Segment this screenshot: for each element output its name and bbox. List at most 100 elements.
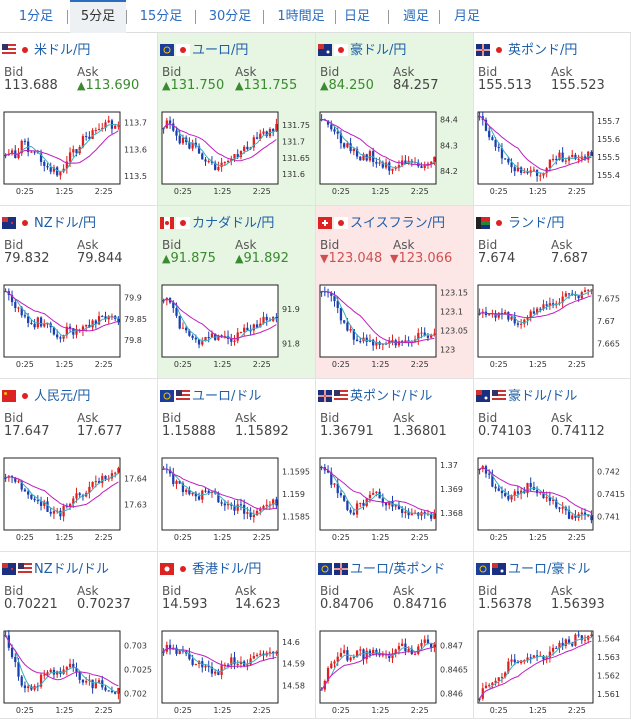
rate-panel[interactable]: ユーロ/豪ドル Bid Ask 1.56378 1.56393 1.564 1.563 1.5… [474, 552, 631, 719]
rate-panel[interactable]: 豪ドル/ドル Bid Ask 0.74103 0.74112 0.742 0.7415 0.7… [474, 379, 631, 552]
candle-body [91, 320, 94, 328]
pair-name[interactable]: 豪ドル/ドル [508, 389, 578, 404]
rate-panel[interactable]: 米ドル/円 Bid Ask 113.688 ▲113.690 113.7 113.6 113.… [0, 33, 158, 206]
pair-title[interactable]: 英ポンド/ドル [318, 385, 432, 404]
pair-title[interactable]: NZドル/円 [2, 212, 96, 231]
candle-body [162, 128, 165, 130]
bid-value: 155.513 [478, 78, 532, 93]
candle-body [117, 688, 120, 694]
chart-plot-area [3, 284, 121, 358]
rate-panel[interactable]: 人民元/円 Bid Ask 17.647 17.677 17.64 17.63 0:25 1:2… [0, 379, 158, 552]
pair-title[interactable]: 米ドル/円 [2, 39, 90, 58]
bid-label: Bid [320, 65, 340, 79]
candle-chart[interactable]: 0.703 0.7025 0.702 0:25 1:25 2:25 [0, 628, 158, 722]
tab-1[interactable]: 5分足 [70, 0, 126, 33]
candle-chart[interactable]: 84.4 84.3 84.2 0:25 1:25 2:25 [316, 109, 474, 203]
candle-body [252, 137, 255, 148]
candle-body [262, 316, 265, 324]
rate-panel[interactable]: ユーロ/ドル Bid Ask 1.15888 1.15892 1.1595 1.159 1.1… [158, 379, 316, 552]
pair-name[interactable]: カナダドル/円 [192, 216, 275, 231]
rate-panel[interactable]: ユーロ/英ポンド Bid Ask 0.84706 0.84716 0.847 0.8465 0… [316, 552, 474, 719]
pair-name[interactable]: 人民元/円 [34, 389, 91, 404]
pair-title[interactable]: ユーロ/円 [160, 39, 248, 58]
pair-title[interactable]: ユーロ/豪ドル [476, 558, 590, 577]
pair-title[interactable]: カナダドル/円 [160, 212, 274, 231]
pair-title[interactable]: スイスフラン/円 [318, 212, 445, 231]
candle-chart[interactable]: 123.15 123.1 123.05 123 0:25 1:25 2:25 [316, 282, 474, 376]
pair-title[interactable]: 英ポンド/円 [476, 39, 577, 58]
candle-chart[interactable]: 91.9 91.8 0:25 1:25 2:25 [158, 282, 316, 376]
tab-6[interactable]: 週足 [402, 9, 429, 24]
pair-title[interactable]: ユーロ/ドル [160, 385, 261, 404]
pair-name[interactable]: 米ドル/円 [34, 43, 91, 58]
candle-chart[interactable]: 17.64 17.63 0:25 1:25 2:25 [0, 455, 158, 549]
candle-chart[interactable]: 1.37 1.369 1.368 0:25 1:25 2:25 [316, 455, 474, 549]
pair-title[interactable]: ユーロ/英ポンド [318, 558, 445, 577]
candle-chart[interactable]: 113.7 113.6 113.5 0:25 1:25 2:25 [0, 109, 158, 203]
candle-chart[interactable]: 0.847 0.8465 0.846 0:25 1:25 2:25 [316, 628, 474, 722]
pair-name[interactable]: スイスフラン/円 [350, 216, 445, 231]
pair-title[interactable]: 豪ドル/ドル [476, 385, 577, 404]
tab-7[interactable]: 月足 [453, 9, 480, 24]
candle-body [478, 313, 481, 315]
pair-name[interactable]: 英ポンド/円 [508, 43, 578, 58]
candle-chart[interactable]: 1.1595 1.159 1.1585 0:25 1:25 2:25 [158, 455, 316, 549]
candle-body [27, 491, 30, 495]
tab-3[interactable]: 30分足 [208, 9, 252, 24]
candle-body [339, 493, 343, 496]
rate-panel[interactable]: ユーロ/円 Bid Ask ▲131.750 ▲131.755 131.75 131.7 13… [158, 33, 316, 206]
rate-panel[interactable]: NZドル/円 Bid Ask 79.832 79.844 79.9 79.85 79.8 0:2… [0, 206, 158, 379]
candle-body [223, 335, 226, 338]
rate-panel[interactable]: 豪ドル/円 Bid Ask ▲84.250 84.257 84.4 84.3 84.2 0:25… [316, 33, 474, 206]
candle-chart[interactable]: 1.564 1.563 1.562 1.561 0:25 1:25 2:25 [474, 628, 631, 722]
candle-body [246, 664, 249, 666]
candle-body [359, 649, 362, 651]
tab-2[interactable]: 15分足 [139, 9, 183, 24]
pair-name[interactable]: 香港ドル/円 [192, 562, 262, 577]
rate-panel[interactable]: 英ポンド/ドル Bid Ask 1.36791 1.36801 1.37 1.369 1.36… [316, 379, 474, 552]
rate-panel[interactable]: ランド/円 Bid Ask 7.674 7.687 7.675 7.67 7.665 0:25 1… [474, 206, 631, 379]
tab-0[interactable]: 1分足 [18, 9, 54, 24]
pair-title[interactable]: 香港ドル/円 [160, 558, 261, 577]
pair-name[interactable]: 豪ドル/円 [350, 43, 407, 58]
down-arrow-icon: ▼ [390, 252, 399, 265]
ask-value: 1.56393 [551, 597, 605, 612]
ch-flag-icon [318, 217, 332, 229]
pair-name[interactable]: NZドル/円 [34, 216, 97, 231]
ask-value: 7.687 [551, 251, 588, 266]
bid-value: 1.15888 [162, 424, 216, 439]
pair-name[interactable]: NZドル/ドル [34, 562, 110, 577]
candle-chart[interactable]: 0.742 0.7415 0.741 0:25 1:25 2:25 [474, 455, 631, 549]
rate-panel[interactable]: NZドル/ドル Bid Ask 0.70221 0.70237 0.703 0.7025 0.… [0, 552, 158, 719]
pair-name[interactable]: ユーロ/円 [192, 43, 249, 58]
pair-title[interactable]: 人民元/円 [2, 385, 90, 404]
candle-chart[interactable]: 155.7 155.6 155.5 155.4 0:25 1:25 2:25 [474, 109, 631, 203]
candle-chart[interactable]: 131.75 131.7 131.65 131.6 0:25 1:25 2:25 [158, 109, 316, 203]
pair-name[interactable]: ユーロ/豪ドル [508, 562, 591, 577]
candle-chart[interactable]: 79.9 79.85 79.8 0:25 1:25 2:25 [0, 282, 158, 376]
candle-body [172, 473, 175, 484]
bid-value-text: 1.56378 [478, 597, 532, 612]
pair-title[interactable]: ランド/円 [476, 212, 564, 231]
pair-name[interactable]: ランド/円 [508, 216, 565, 231]
tab-5[interactable]: 日足 [343, 9, 370, 24]
bid-label: Bid [4, 238, 24, 252]
candle-chart[interactable]: 14.6 14.59 14.58 0:25 1:25 2:25 [158, 628, 316, 722]
candle-body [226, 335, 230, 339]
rate-panel[interactable]: 香港ドル/円 Bid Ask 14.593 14.623 14.6 14.59 14.58 0:… [158, 552, 316, 719]
candle-body [583, 639, 587, 641]
candle-chart[interactable]: 7.675 7.67 7.665 0:25 1:25 2:25 [474, 282, 631, 376]
pair-name[interactable]: ユーロ/ドル [192, 389, 262, 404]
pair-title[interactable]: 豪ドル/円 [318, 39, 406, 58]
candle-body [43, 674, 46, 676]
pair-name[interactable]: ユーロ/英ポンド [350, 562, 446, 577]
rate-panel[interactable]: 英ポンド/円 Bid Ask 155.513 155.523 155.7 155.6 155.… [474, 33, 631, 206]
rate-panel[interactable]: スイスフラン/円 Bid Ask ▼123.048 ▼123.066 123.15 123.… [316, 206, 474, 379]
tab-4[interactable]: 1時間足 [277, 9, 325, 24]
pair-name[interactable]: 英ポンド/ドル [350, 389, 433, 404]
rate-panel[interactable]: カナダドル/円 Bid Ask ▲91.875 ▲91.892 91.9 91.8 0:25 1… [158, 206, 316, 379]
y-tick-label: 0.742 [597, 468, 620, 477]
candle-body [388, 341, 391, 344]
pair-title[interactable]: NZドル/ドル [2, 558, 109, 577]
chart-plot-area [319, 284, 437, 358]
